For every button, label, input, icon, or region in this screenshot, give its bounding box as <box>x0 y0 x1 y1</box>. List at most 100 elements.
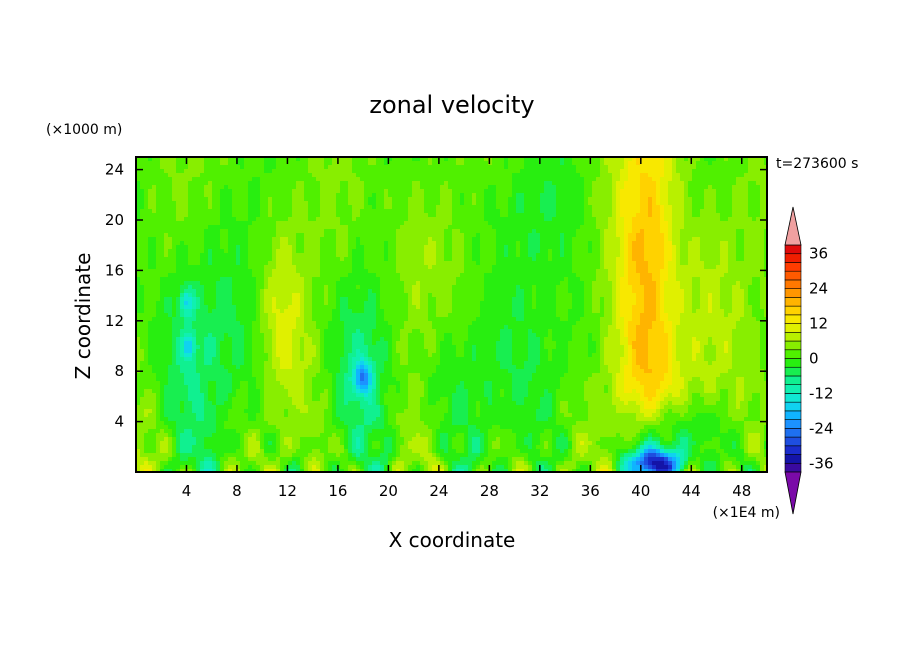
field-cell <box>732 257 737 262</box>
field-cell <box>464 273 469 278</box>
field-cell <box>748 257 753 262</box>
field-cell <box>648 197 653 202</box>
field-cell <box>204 281 209 286</box>
field-cell <box>236 185 241 190</box>
field-cell <box>732 181 737 186</box>
field-cell <box>432 269 437 274</box>
field-cell <box>388 165 393 170</box>
field-cell <box>280 277 285 282</box>
field-cell <box>712 181 717 186</box>
field-cell <box>284 173 289 178</box>
field-cell <box>696 181 701 186</box>
field-cell <box>164 225 169 230</box>
field-cell <box>512 193 517 198</box>
field-cell <box>636 177 641 182</box>
field-cell <box>736 225 741 230</box>
field-cell <box>436 165 441 170</box>
field-cell <box>492 169 497 174</box>
field-cell <box>392 245 397 250</box>
field-cell <box>600 253 605 258</box>
field-cell <box>428 253 433 258</box>
field-cell <box>548 265 553 270</box>
field-cell <box>620 261 625 266</box>
field-cell <box>316 205 321 210</box>
field-cell <box>272 205 277 210</box>
field-cell <box>544 229 549 234</box>
field-cell <box>752 249 757 254</box>
field-cell <box>268 269 273 274</box>
field-cell <box>164 241 169 246</box>
field-cell <box>492 217 497 222</box>
field-cell <box>148 193 153 198</box>
field-cell <box>292 265 297 270</box>
field-cell <box>232 273 237 278</box>
field-cell <box>740 169 745 174</box>
field-cell <box>640 213 645 218</box>
field-cell <box>476 193 481 198</box>
field-cell <box>184 277 189 282</box>
field-cell <box>476 245 481 250</box>
field-cell <box>276 281 281 286</box>
field-cell <box>216 189 221 194</box>
field-cell <box>536 233 541 238</box>
field-cell <box>260 233 265 238</box>
field-cell <box>528 257 533 262</box>
field-cell <box>756 177 761 182</box>
field-cell <box>304 257 309 262</box>
field-cell <box>220 165 225 170</box>
field-cell <box>476 253 481 258</box>
field-cell <box>548 225 553 230</box>
field-cell <box>392 169 397 174</box>
field-cell <box>240 273 245 278</box>
field-cell <box>640 173 645 178</box>
field-cell <box>740 237 745 242</box>
field-cell <box>172 193 177 198</box>
field-cell <box>152 157 157 162</box>
field-cell <box>764 241 767 246</box>
field-cell <box>704 177 709 182</box>
field-cell <box>300 185 305 190</box>
field-cell <box>412 205 417 210</box>
field-cell <box>532 157 537 162</box>
field-cell <box>400 273 405 278</box>
field-cell <box>740 257 745 262</box>
field-cell <box>492 213 497 218</box>
field-cell <box>328 193 333 198</box>
field-cell <box>584 209 589 214</box>
field-cell <box>304 169 309 174</box>
field-cell <box>204 157 209 162</box>
field-cell <box>184 233 189 238</box>
field-cell <box>556 189 561 194</box>
field-cell <box>308 209 313 214</box>
field-cell <box>600 241 605 246</box>
field-cell <box>564 177 569 182</box>
field-cell <box>524 253 529 258</box>
field-cell <box>404 197 409 202</box>
field-cell <box>528 225 533 230</box>
field-cell <box>240 161 245 166</box>
field-cell <box>216 217 221 222</box>
field-cell <box>148 221 153 226</box>
field-cell <box>304 177 309 182</box>
field-cell <box>540 177 545 182</box>
field-cell <box>428 177 433 182</box>
field-cell <box>252 277 257 282</box>
field-cell <box>220 197 225 202</box>
field-cell <box>312 245 317 250</box>
field-cell <box>724 193 729 198</box>
field-cell <box>688 165 693 170</box>
field-cell <box>312 173 317 178</box>
field-cell <box>452 245 457 250</box>
field-cell <box>500 173 505 178</box>
field-cell <box>380 189 385 194</box>
field-cell <box>232 177 237 182</box>
field-cell <box>260 181 265 186</box>
field-cell <box>200 221 205 226</box>
field-cell <box>504 269 509 274</box>
field-cell <box>372 261 377 266</box>
field-cell <box>612 241 617 246</box>
field-cell <box>640 273 645 278</box>
field-cell <box>560 177 565 182</box>
field-cell <box>440 253 445 258</box>
field-cell <box>508 269 513 274</box>
